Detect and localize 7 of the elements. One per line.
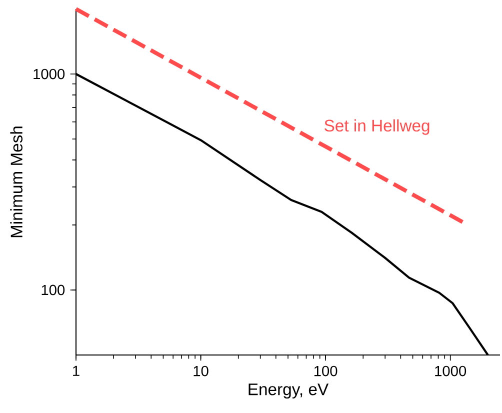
x-axis-title: Energy, eV — [248, 384, 329, 399]
x-tick-label: 1 — [73, 366, 80, 376]
series-label: Set in Hellweg — [324, 119, 430, 135]
x-tick-label: 1000 — [435, 366, 466, 376]
x-tick-label: 10 — [194, 366, 208, 376]
y-axis-title: Minimum Mesh — [10, 126, 22, 238]
x-tick-label: 100 — [314, 366, 338, 376]
